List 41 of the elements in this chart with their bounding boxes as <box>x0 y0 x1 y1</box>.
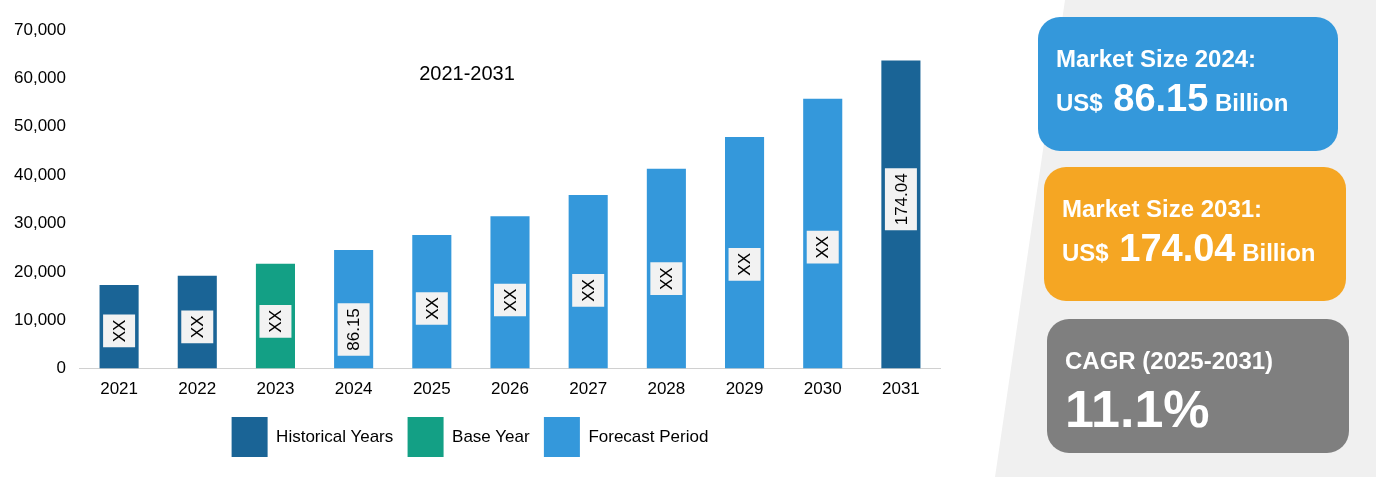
data-label: XX <box>657 267 677 291</box>
x-tick-label: 2030 <box>803 379 842 399</box>
y-tick-label: 40,000 <box>14 164 66 184</box>
x-tick-label: 2029 <box>725 379 764 399</box>
y-tick-label: 0 <box>56 358 66 378</box>
legend-label: Historical Years <box>276 426 394 446</box>
data-label: XX <box>813 235 833 259</box>
y-tick-label: 60,000 <box>14 68 66 88</box>
y-tick-label: 20,000 <box>14 261 66 281</box>
data-label: XX <box>187 315 207 339</box>
data-label: XX <box>578 279 598 302</box>
x-tick-label: 2026 <box>491 379 529 399</box>
x-tick-label: 2023 <box>256 379 295 399</box>
x-tick-label: 2025 <box>412 379 451 399</box>
text: Market Size 2024: <box>1056 45 1258 73</box>
bar <box>803 98 843 369</box>
x-tick-label: 2021 <box>100 379 138 399</box>
x-tick-label: 2027 <box>569 379 608 399</box>
data-label: XX <box>109 319 129 343</box>
text: US$ 86.15 Billion <box>1056 77 1289 119</box>
text: 11.1% <box>1065 379 1211 439</box>
text: Market Size 2031: <box>1062 195 1264 223</box>
x-tick-label: 2022 <box>178 379 217 399</box>
data-label: XX <box>735 252 755 276</box>
data-label: XX <box>422 297 442 320</box>
y-tick-label: 10,000 <box>14 309 66 329</box>
text: 2021-2031 <box>419 61 515 84</box>
y-tick-label: 50,000 <box>14 116 66 136</box>
annotation: 174.04 <box>891 173 911 226</box>
y-tick-label: 30,000 <box>14 213 66 233</box>
annotation: 86.15 <box>344 308 364 351</box>
text: US$ 174.04 Billion <box>1062 227 1316 269</box>
data-label: XX <box>266 310 286 333</box>
x-tick-label: 2031 <box>881 379 920 399</box>
data-label: XX <box>500 288 520 312</box>
text: CAGR (2025-2031) <box>1065 347 1275 375</box>
legend-label: Base Year <box>452 426 530 446</box>
legend-label: Forecast Period <box>588 426 709 446</box>
y-tick-label: 70,000 <box>14 19 66 39</box>
x-tick-label: 2028 <box>647 379 686 399</box>
x-tick-label: 2024 <box>334 379 373 399</box>
